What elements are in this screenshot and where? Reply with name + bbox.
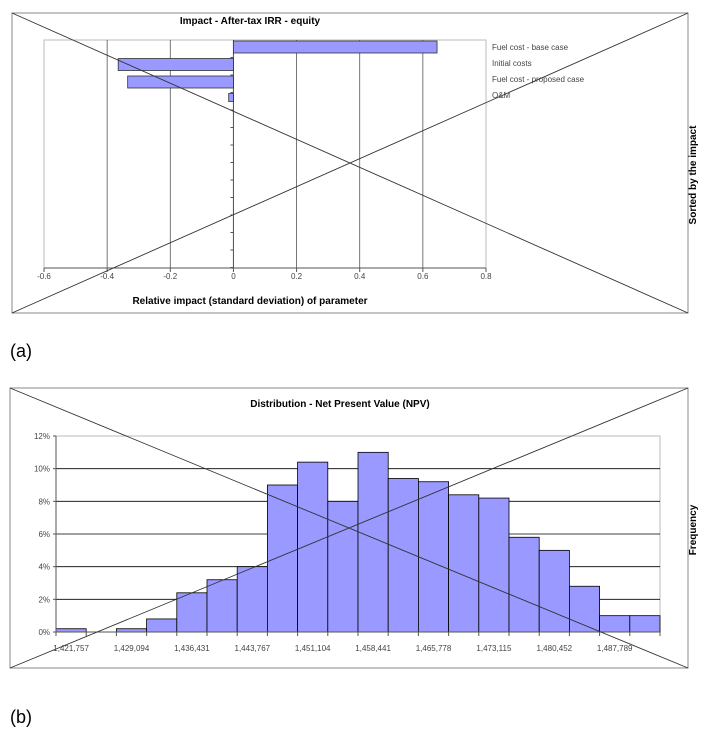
panel-label-b: (b) xyxy=(10,707,32,727)
chart-b-cross-line xyxy=(9,387,689,669)
chart-a-tick-label: -0.6 xyxy=(37,272,51,281)
chart-b-y-tick-label: 0% xyxy=(38,628,50,637)
chart-b-bar xyxy=(236,566,268,633)
chart-b-x-tick-label: 1,421,757 xyxy=(53,644,89,653)
chart-a-tick-label: -0.2 xyxy=(163,272,177,281)
chart-b-bar xyxy=(206,579,238,633)
chart-b-x-tick-label: 1,443,767 xyxy=(235,644,271,653)
chart-b-x-tick-label: 1,436,431 xyxy=(174,644,210,653)
chart-a-tick-label: 0 xyxy=(231,272,236,281)
chart-b-bar xyxy=(478,497,510,633)
chart-b-y-tick-label: 8% xyxy=(38,497,50,506)
chart-b-x-tick-label: 1,451,104 xyxy=(295,644,331,653)
chart-b-y-tick-label: 2% xyxy=(38,595,50,604)
chart-a-category-label: Fuel cost - base case xyxy=(492,43,569,52)
chart-a-title: Impact - After-tax IRR - equity xyxy=(180,16,321,27)
chart-a-y-axis-title: Sorted by the impact xyxy=(688,125,699,225)
chart-b-x-tick-label: 1,458,441 xyxy=(355,644,391,653)
chart-b-x-tick-label: 1,473,115 xyxy=(476,644,512,653)
chart-a-plot-area xyxy=(43,39,487,269)
chart-b-bar xyxy=(146,618,178,633)
chart-a-cross-line xyxy=(11,12,689,314)
chart-b-x-tick-label: 1,480,452 xyxy=(537,644,573,653)
chart-a-category-label: Initial costs xyxy=(492,59,532,68)
chart-a-bar xyxy=(233,40,438,54)
chart-b-bar xyxy=(538,549,570,633)
chart-b-bar xyxy=(417,481,449,633)
chart-a-tick-label: 0.8 xyxy=(480,272,492,281)
chart-a-bar xyxy=(228,93,234,102)
chart-b-bar xyxy=(266,484,298,633)
chart-a-tick-label: 0.6 xyxy=(417,272,429,281)
chart-b-y-tick-label: 12% xyxy=(34,432,50,441)
chart-a-tick-label: 0.2 xyxy=(291,272,303,281)
chart-b-x-tick-label: 1,487,789 xyxy=(597,644,633,653)
chart-b-bar xyxy=(629,615,661,633)
chart-b-title: Distribution - Net Present Value (NPV) xyxy=(250,399,429,410)
chart-a-tick-label: 0.4 xyxy=(354,272,366,281)
chart-b-y-tick-label: 10% xyxy=(34,465,50,474)
chart-b-x-tick-label: 1,429,094 xyxy=(114,644,150,653)
chart-b-bar xyxy=(176,592,208,633)
chart-a-tick-label: -0.4 xyxy=(100,272,114,281)
chart-b-x-tick-label: 1,465,778 xyxy=(416,644,452,653)
panel-label-a: (a) xyxy=(10,341,32,361)
chart-b-bar xyxy=(448,494,480,633)
chart-b-bar xyxy=(508,536,540,633)
chart-a-bar xyxy=(117,58,234,71)
chart-a-x-axis-title: Relative impact (standard deviation) of … xyxy=(132,296,367,307)
chart-b-y-tick-label: 4% xyxy=(38,563,50,572)
chart-b-bar xyxy=(599,615,631,633)
chart-a-bar xyxy=(127,75,234,89)
chart-b-y-tick-label: 6% xyxy=(38,530,50,539)
chart-b-bar xyxy=(569,585,601,633)
chart-b-y-axis-title: Frequency xyxy=(688,504,699,555)
